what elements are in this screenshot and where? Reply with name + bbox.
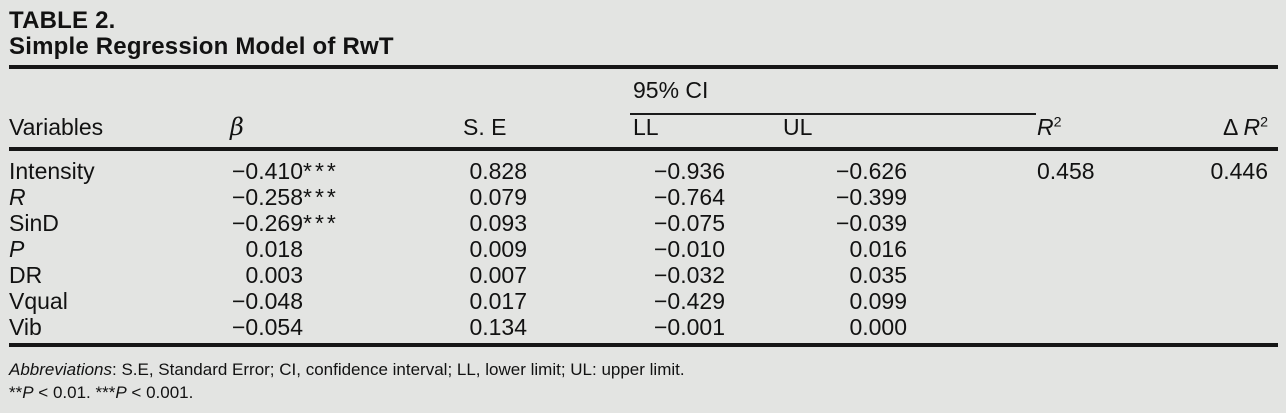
significance-stars: *** xyxy=(303,184,339,210)
cell-ll: −0.936 xyxy=(654,158,725,184)
ci-spanner-label: 95% CI xyxy=(633,77,709,103)
significance-stars: *** xyxy=(303,210,339,236)
significance-note: **P < 0.01. ***P < 0.001. xyxy=(9,383,194,402)
column-header-r2: R2 xyxy=(1037,114,1062,141)
dr2-symbol: R xyxy=(1243,114,1261,140)
cell-ul: 0.099 xyxy=(849,288,907,314)
cell-delta-r2: 0.446 xyxy=(1210,158,1268,184)
cell-beta: −0.269*** xyxy=(230,210,463,236)
cell-ul: −0.399 xyxy=(836,184,907,210)
cell-ll: −0.075 xyxy=(654,210,725,236)
cell-delta-r2 xyxy=(1180,314,1278,340)
column-header-ul: UL xyxy=(783,114,813,140)
table-row-vqual: Vqual −0.048 0.017 −0.429 0.099 xyxy=(9,288,1278,314)
cell-r2 xyxy=(1037,210,1180,236)
table-body: Intensity −0.410*** 0.828 −0.936 −0.626 … xyxy=(9,151,1278,340)
significance-stars: *** xyxy=(303,158,339,184)
cell-beta: −0.258*** xyxy=(230,184,463,210)
cell-r2 xyxy=(1037,262,1180,288)
cell-ul: 0.016 xyxy=(849,236,907,262)
cell-ul: 0.035 xyxy=(849,262,907,288)
cell-variable: DR xyxy=(9,262,43,288)
column-header-beta: β xyxy=(230,113,244,141)
cell-r2: 0.458 xyxy=(1037,158,1095,184)
cell-beta: 0.018 xyxy=(245,236,303,262)
column-header-delta-r2: Δ R2 xyxy=(1223,114,1268,141)
cell-variable: Vqual xyxy=(9,288,68,314)
abbreviations-note: Abbreviations: S.E, Standard Error; CI, … xyxy=(9,360,685,379)
header-rule xyxy=(9,147,1278,151)
table-row-r: R −0.258*** 0.079 −0.764 −0.399 xyxy=(9,184,1278,210)
cell-se: 0.007 xyxy=(469,262,527,288)
table-row-vib: Vib −0.054 0.134 −0.001 0.000 xyxy=(9,314,1278,340)
ci-spanner-rule xyxy=(630,113,1036,115)
cell-se: 0.828 xyxy=(469,158,527,184)
cell-delta-r2 xyxy=(1180,288,1278,314)
cell-ll: −0.764 xyxy=(654,184,725,210)
table-container: TABLE 2. Simple Regression Model of RwT … xyxy=(9,8,1278,404)
cell-beta: −0.410*** xyxy=(230,158,463,184)
cell-ll: −0.010 xyxy=(654,236,725,262)
cell-ll: −0.429 xyxy=(654,288,725,314)
top-rule xyxy=(9,65,1278,69)
cell-ul: −0.626 xyxy=(836,158,907,184)
delta-symbol: Δ xyxy=(1222,114,1244,140)
cell-ul: 0.000 xyxy=(849,314,907,340)
table-row-intensity: Intensity −0.410*** 0.828 −0.936 −0.626 … xyxy=(9,158,1278,184)
cell-beta: 0.003 xyxy=(245,262,303,288)
cell-se: 0.134 xyxy=(469,314,527,340)
table-row-sind: SinD −0.269*** 0.093 −0.075 −0.039 xyxy=(9,210,1278,236)
cell-variable: Intensity xyxy=(9,158,95,184)
dr2-superscript: 2 xyxy=(1260,114,1268,131)
cell-se: 0.009 xyxy=(469,236,527,262)
table-row-p: P 0.018 0.009 −0.010 0.016 xyxy=(9,236,1278,262)
cell-variable: R xyxy=(9,184,26,210)
r2-symbol: R xyxy=(1037,114,1054,140)
table-row-dr: DR 0.003 0.007 −0.032 0.035 xyxy=(9,262,1278,288)
table-header: 95% CI Variables β S. E LL UL R2 Δ R2 xyxy=(9,69,1278,147)
cell-ul: −0.039 xyxy=(836,210,907,236)
column-header-ll: LL xyxy=(633,114,659,140)
table-footnotes: Abbreviations: S.E, Standard Error; CI, … xyxy=(9,358,1278,404)
cell-se: 0.093 xyxy=(469,210,527,236)
cell-variable: P xyxy=(9,236,25,262)
cell-r2 xyxy=(1037,288,1180,314)
column-header-variables: Variables xyxy=(9,114,104,140)
cell-variable: Vib xyxy=(9,314,42,340)
table-label: TABLE 2. xyxy=(9,7,116,34)
cell-delta-r2 xyxy=(1180,236,1278,262)
cell-se: 0.017 xyxy=(469,288,527,314)
cell-ll: −0.032 xyxy=(654,262,725,288)
cell-variable: SinD xyxy=(9,210,59,236)
table-title: Simple Regression Model of RwT xyxy=(9,33,394,60)
cell-beta: −0.048 xyxy=(232,288,303,314)
bottom-rule xyxy=(9,343,1278,347)
column-header-se: S. E xyxy=(463,114,507,140)
cell-delta-r2 xyxy=(1180,262,1278,288)
cell-delta-r2 xyxy=(1180,210,1278,236)
cell-beta: −0.054 xyxy=(232,314,303,340)
abbreviations-label: Abbreviations xyxy=(9,360,113,379)
cell-r2 xyxy=(1037,314,1180,340)
cell-se: 0.079 xyxy=(469,184,527,210)
cell-r2 xyxy=(1037,236,1180,262)
cell-delta-r2 xyxy=(1180,184,1278,210)
cell-ll: −0.001 xyxy=(654,314,725,340)
r2-superscript: 2 xyxy=(1053,114,1062,131)
cell-r2 xyxy=(1037,184,1180,210)
